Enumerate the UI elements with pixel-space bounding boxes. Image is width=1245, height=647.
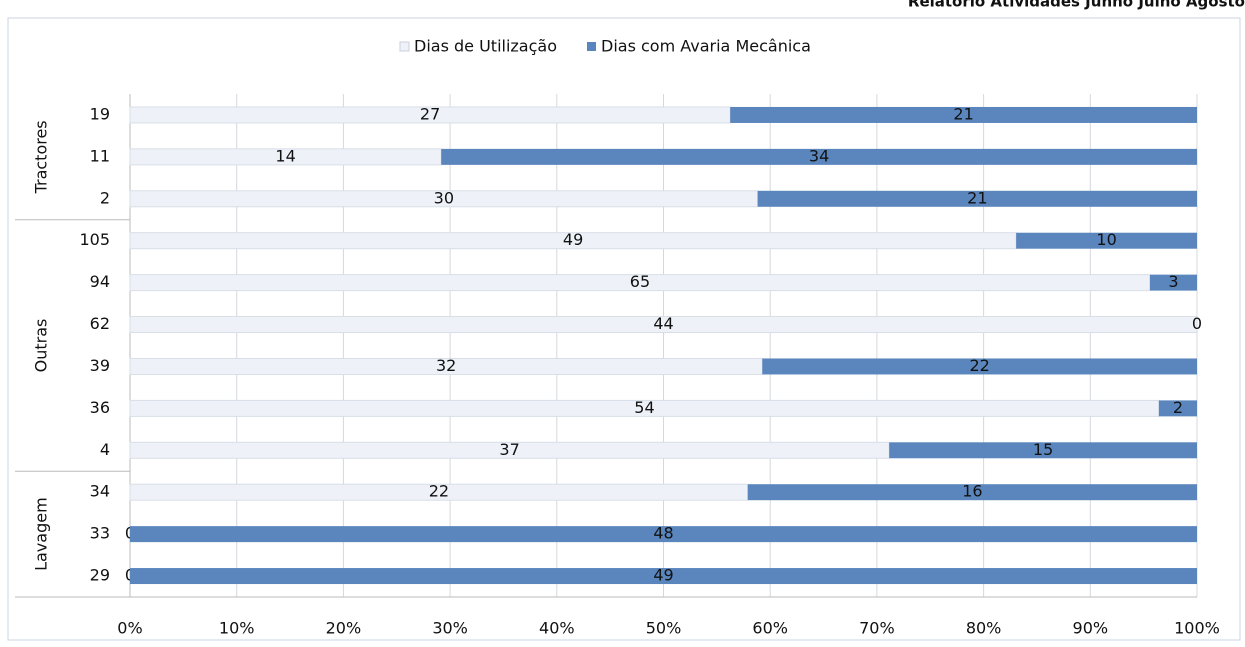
data-label: 10 [1096,230,1116,249]
group-label: Tractores [32,120,51,194]
group-label: Outras [32,319,51,373]
data-label: 21 [953,104,973,123]
data-label: 48 [653,524,673,543]
group-label: Lavagem [32,497,51,571]
data-label: 54 [634,398,654,417]
bar-segment [441,148,1197,165]
bar-segment [747,484,1197,501]
y-tick-label: 19 [90,104,110,123]
data-label: 15 [1033,440,1053,459]
data-label: 27 [420,104,440,123]
data-label: 14 [275,146,295,165]
data-label: 22 [429,482,449,501]
y-tick-label: 33 [90,524,110,543]
bar-segment [130,568,1197,585]
x-tick-label: 80% [966,619,1002,638]
y-tick-label: 2 [100,188,110,207]
y-tick-label: 62 [90,314,110,333]
y-tick-label: 34 [90,482,110,501]
x-tick-label: 100% [1174,619,1220,638]
y-tick-label: 39 [90,356,110,375]
y-tick-label: 4 [100,440,110,459]
data-label: 0 [1192,314,1202,333]
data-label: 21 [967,188,987,207]
data-label: 2 [1173,398,1183,417]
legend-label: Dias de Utilização [414,37,557,56]
x-tick-label: 10% [219,619,255,638]
data-label: 34 [809,146,829,165]
data-label: 44 [653,314,673,333]
data-label: 65 [630,272,650,291]
x-tick-label: 0% [117,619,142,638]
x-tick-label: 30% [432,619,468,638]
bar-segment [757,190,1197,207]
legend-swatch [587,42,596,51]
x-tick-label: 60% [752,619,788,638]
page-header: Relatório Atividades Junho Julho Agosto [908,0,1245,11]
bar-segment [1158,400,1197,417]
data-label: 32 [436,356,456,375]
bar-segment [762,358,1197,375]
x-tick-label: 70% [859,619,895,638]
y-tick-label: 29 [90,566,110,585]
bar-segment [1149,274,1197,291]
x-tick-label: 20% [326,619,362,638]
data-label: 49 [653,566,673,585]
chart-frame [7,17,1241,641]
bar-segment [889,442,1197,459]
bar-segment [1016,232,1197,249]
y-tick-label: 11 [90,146,110,165]
data-label: 30 [434,188,454,207]
data-label: 37 [499,440,519,459]
x-tick-label: 40% [539,619,575,638]
data-label: 49 [563,230,583,249]
data-label: 3 [1168,272,1178,291]
bar-segment [730,106,1197,123]
legend-label: Dias com Avaria Mecânica [601,37,811,56]
y-tick-label: 94 [90,272,110,291]
data-label: 22 [969,356,989,375]
y-tick-label: 36 [90,398,110,417]
data-label: 16 [962,482,982,501]
bar-segment [130,526,1197,543]
x-tick-label: 90% [1073,619,1109,638]
legend-swatch [399,41,410,52]
x-tick-label: 50% [646,619,682,638]
y-tick-label: 105 [79,230,110,249]
bar-segment [129,316,1198,334]
